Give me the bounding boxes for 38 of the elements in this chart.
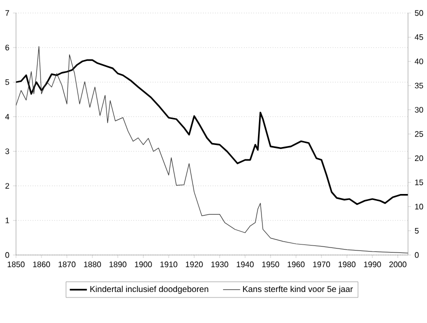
y2-tick-label: 30 <box>414 106 424 113</box>
y-tick-label: 3 <box>5 148 10 154</box>
x-tick-label: 1880 <box>84 262 101 268</box>
y2-tick-label: 35 <box>414 82 424 88</box>
y-tick-label: 4 <box>5 114 10 120</box>
y-tick-label: 7 <box>5 10 10 16</box>
y2-tick-label: 25 <box>414 131 424 137</box>
x-tick-label: 1940 <box>236 262 254 268</box>
y2-tick-label: 50 <box>414 10 424 16</box>
legend-label: Kindertal inclusief doodgeboren <box>90 286 208 294</box>
x-tick-label: 1930 <box>211 262 228 268</box>
x-tick-label: 1970 <box>313 262 330 268</box>
x-tick-label: 1950 <box>262 262 280 268</box>
y2-tick-label: 20 <box>414 155 424 162</box>
y-tick-label: 0 <box>5 252 10 258</box>
x-tick-label: 1860 <box>33 262 50 268</box>
y2-tick-label: 10 <box>415 204 424 210</box>
y-tick-label: 2 <box>5 183 10 189</box>
y2-tick-label: 5 <box>414 228 419 234</box>
x-tick-label: 2000 <box>389 262 406 268</box>
x-tick-label: 1870 <box>58 262 76 268</box>
y2-tick-label: 15 <box>415 180 424 186</box>
y2-tick-label: 45 <box>414 34 424 40</box>
x-tick-label: 1920 <box>186 262 203 268</box>
y2-tick-label: 0 <box>414 252 419 258</box>
y-tick-label: 1 <box>6 218 10 224</box>
x-tick-label: 1990 <box>364 262 381 268</box>
y-tick-label: 6 <box>5 44 10 50</box>
y2-tick-label: 40 <box>414 58 424 64</box>
x-tick-label: 1900 <box>134 262 152 268</box>
x-tick-label: 1960 <box>288 262 305 268</box>
x-tick-label: 1910 <box>160 262 178 268</box>
x-tick-label: 1980 <box>338 262 356 268</box>
y-tick-label: 5 <box>5 79 10 85</box>
legend-label: Kans sterfte kind voor 5e jaar <box>243 286 353 294</box>
line-series <box>16 59 408 205</box>
x-tick-label: 1890 <box>110 262 126 268</box>
x-tick-label: 1850 <box>8 262 25 268</box>
